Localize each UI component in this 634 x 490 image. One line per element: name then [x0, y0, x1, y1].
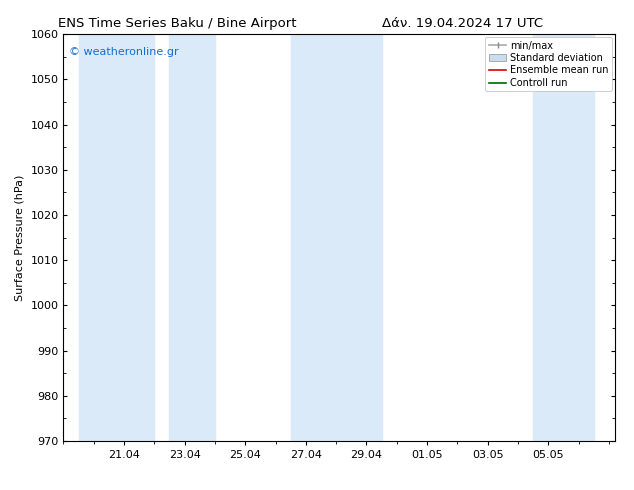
- Text: Δάν. 19.04.2024 17 UTC: Δάν. 19.04.2024 17 UTC: [382, 17, 543, 30]
- Legend: min/max, Standard deviation, Ensemble mean run, Controll run: min/max, Standard deviation, Ensemble me…: [486, 37, 612, 91]
- Bar: [336, 34, 382, 441]
- Bar: [169, 34, 215, 441]
- Bar: [533, 34, 594, 441]
- Bar: [291, 34, 336, 441]
- Text: ENS Time Series Baku / Bine Airport: ENS Time Series Baku / Bine Airport: [58, 17, 297, 30]
- Bar: [79, 34, 154, 441]
- Text: © weatheronline.gr: © weatheronline.gr: [69, 47, 179, 56]
- Y-axis label: Surface Pressure (hPa): Surface Pressure (hPa): [15, 174, 25, 301]
